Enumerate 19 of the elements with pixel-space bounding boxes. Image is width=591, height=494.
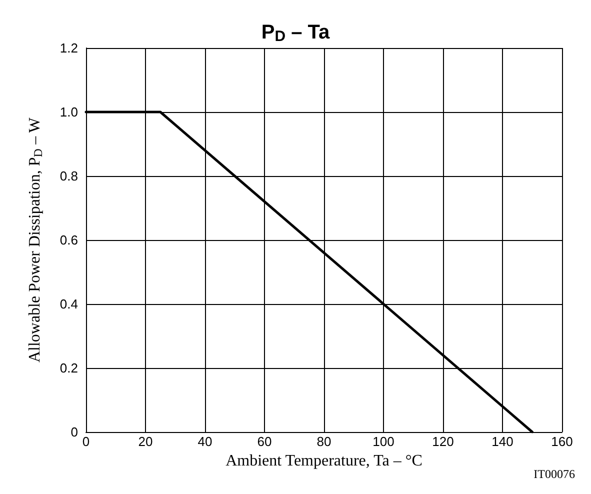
x-tick-label: 100: [372, 434, 394, 449]
x-tick-label: 0: [82, 434, 90, 449]
y-tick-label: 0.6: [60, 232, 78, 248]
x-tick-label: 80: [316, 434, 332, 449]
y-axis-title: Allowable Power Dissipation, PD – W: [26, 116, 45, 363]
y-tick-label: 0.2: [60, 360, 78, 376]
text: IT00076: [534, 467, 575, 481]
y-tick-label: 1.0: [60, 104, 78, 120]
y-tick-label: 1.2: [60, 40, 78, 56]
x-axis-title: Ambient Temperature, Ta – °C: [226, 452, 422, 470]
y-tick-label: 0.4: [60, 296, 78, 312]
y-tick-label: 0.8: [60, 168, 78, 184]
x-tick-label: 40: [198, 434, 212, 449]
y-tick-label: 0: [70, 424, 78, 440]
x-tick-label: 60: [257, 434, 272, 449]
x-tick-label: 160: [551, 434, 573, 449]
x-tick-label: 120: [432, 434, 454, 449]
x-tick-label: 140: [492, 434, 514, 449]
x-tick-label: 20: [138, 434, 153, 449]
